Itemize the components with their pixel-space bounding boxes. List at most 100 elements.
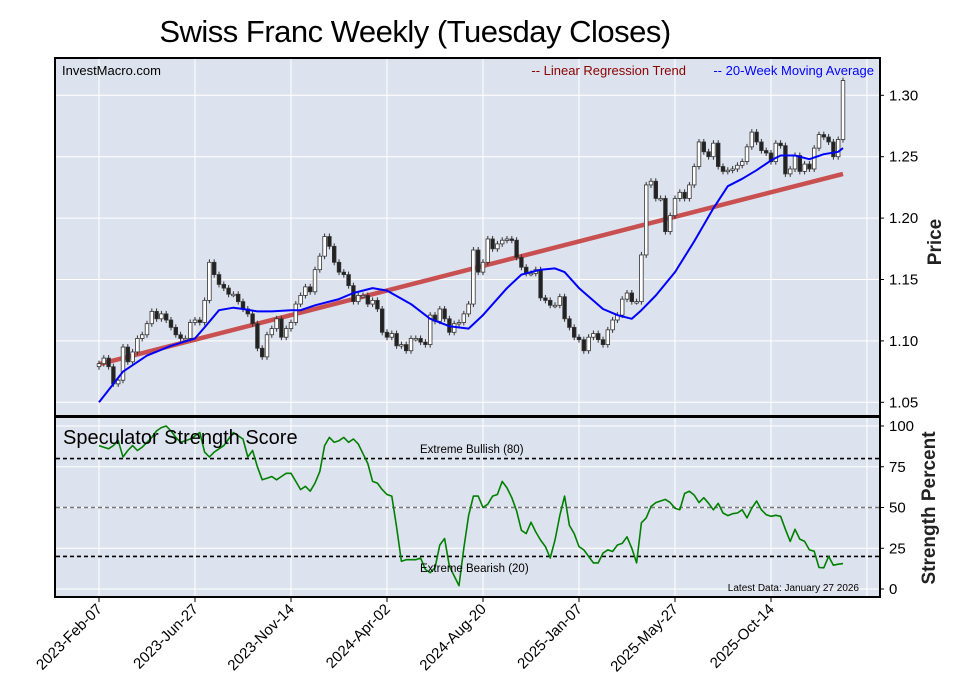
candle-body — [596, 333, 601, 341]
candle-body — [451, 323, 457, 333]
candle-body — [629, 292, 634, 303]
candle-body — [552, 304, 558, 308]
candle-body — [154, 311, 159, 320]
candle-body — [663, 198, 668, 233]
candle-body — [288, 322, 294, 330]
candle-body — [283, 328, 289, 338]
candle-body — [403, 344, 409, 352]
candle-body — [572, 326, 577, 338]
price-tick-label: 1.20 — [889, 210, 918, 227]
candle-body — [735, 164, 740, 170]
candle-body — [648, 180, 654, 186]
candle-body — [365, 295, 370, 305]
bullish-label: Extreme Bullish (80) — [420, 444, 524, 456]
candle-body — [768, 152, 774, 163]
candle-body — [116, 379, 121, 385]
strength-score-line — [98, 425, 844, 587]
candle-body — [639, 254, 644, 303]
candle-body — [456, 322, 462, 325]
candle-body — [797, 155, 802, 172]
candle-body — [159, 313, 164, 320]
strength-tick-label: 25 — [889, 540, 906, 557]
candle-body — [336, 261, 342, 273]
candle-body — [778, 142, 783, 147]
candle-body — [149, 311, 154, 325]
latest-data-label: Latest Data: January 27 2026 — [728, 583, 860, 594]
candle-body — [591, 333, 596, 338]
candle-body — [586, 336, 591, 352]
candle-body — [485, 238, 490, 263]
candle-body — [773, 142, 778, 163]
price-tick-label: 1.25 — [889, 149, 918, 166]
chart-title: Swiss Franc Weekly (Tuesday Closes) — [159, 14, 670, 49]
candle-body — [788, 168, 793, 175]
candle-body — [461, 313, 466, 323]
price-tick-label: 1.15 — [889, 272, 918, 289]
candle-body — [375, 299, 380, 310]
candle-body — [259, 347, 265, 358]
candle-body — [499, 239, 505, 245]
candle-body — [192, 319, 198, 323]
candle-body — [207, 261, 212, 301]
candle-body — [826, 136, 831, 143]
strength-tick-label: 100 — [889, 418, 914, 435]
candle-body — [202, 299, 207, 323]
candle-body — [764, 150, 769, 154]
candle-body — [471, 249, 476, 305]
candle-body — [307, 286, 313, 293]
candle-body — [370, 299, 375, 305]
candle-body — [624, 292, 630, 300]
candle-body — [610, 319, 615, 331]
strength-tick-label: 0 — [889, 581, 897, 598]
candle-body — [379, 308, 385, 333]
candle-body — [514, 239, 519, 258]
strength-axis-label: Strength Percent — [919, 431, 940, 585]
candle-body — [620, 298, 625, 316]
candle-body — [605, 329, 610, 345]
candle-body — [168, 319, 174, 328]
x-tick-label: 2024-Apr-02 — [323, 601, 394, 672]
x-tick-label: 2023-Nov-14 — [224, 601, 297, 674]
candle-body — [173, 326, 178, 336]
regression-trend-line — [98, 171, 844, 367]
strength-title: Speculator Strength Score — [63, 427, 298, 449]
candle-body — [255, 323, 260, 349]
candle-body — [96, 363, 102, 368]
candle-body — [716, 142, 721, 167]
candle-body — [327, 236, 332, 247]
candle-body — [730, 168, 735, 171]
candle-body — [163, 313, 169, 321]
candle-body — [840, 80, 846, 140]
candle-body — [509, 238, 514, 241]
candle-body — [235, 293, 241, 303]
candle-body — [480, 261, 486, 273]
candle-body — [346, 274, 351, 287]
candle-body — [408, 338, 414, 352]
candle-body — [187, 322, 193, 339]
candle-body — [519, 256, 524, 268]
candle-body — [687, 184, 692, 199]
candle-body — [725, 169, 730, 173]
candle-body — [562, 296, 567, 320]
candle-body — [216, 274, 222, 285]
candle-body — [317, 255, 322, 271]
candle-body — [696, 141, 702, 167]
x-tick-label: 2025-Jan-07 — [514, 601, 586, 673]
candle-body — [720, 166, 726, 172]
candle-body — [221, 284, 226, 289]
candle-body — [816, 134, 822, 149]
candle-body — [442, 308, 447, 320]
candle-body — [139, 334, 145, 339]
candle-body — [437, 308, 442, 322]
candle-body — [754, 131, 759, 143]
candle-body — [360, 295, 366, 298]
candle-body — [312, 269, 318, 293]
candle-body — [427, 314, 433, 345]
candle-body — [322, 236, 327, 257]
candle-body — [644, 184, 649, 256]
candle-body — [836, 139, 841, 158]
candle-body — [567, 318, 572, 328]
candle-body — [106, 357, 111, 368]
candle-body — [711, 142, 716, 158]
